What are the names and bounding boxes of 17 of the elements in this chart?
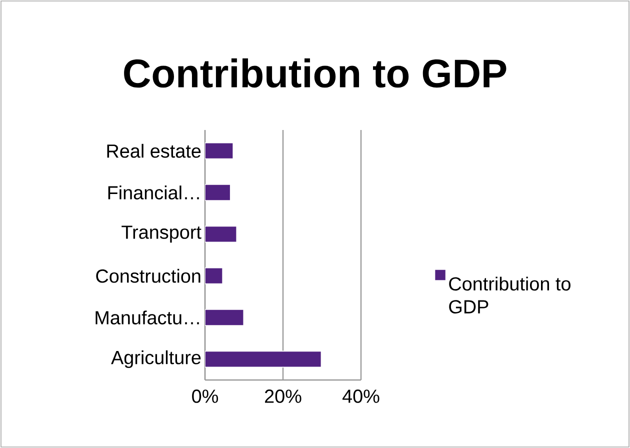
x-tick-label: 20% — [265, 390, 302, 403]
y-tick-label: Financial… — [108, 186, 199, 200]
bar — [205, 267, 223, 284]
y-tick-label: Agriculture — [111, 350, 201, 368]
y-tick-label: Real estate — [107, 144, 201, 158]
bar — [205, 350, 322, 368]
chart-title: Contribution to GDP — [124, 58, 506, 88]
legend-label: Contribution to GDP — [449, 276, 570, 314]
y-tick-label: Transport — [122, 226, 202, 243]
bar — [205, 184, 231, 201]
bar — [205, 142, 234, 160]
x-tick-label: 0% — [192, 390, 218, 403]
y-tick-label: Construction — [96, 268, 200, 283]
y-tick-label: Manufactu… — [96, 310, 199, 324]
bar — [205, 309, 244, 326]
x-tick-label: 40% — [342, 390, 380, 403]
bar — [205, 226, 237, 243]
